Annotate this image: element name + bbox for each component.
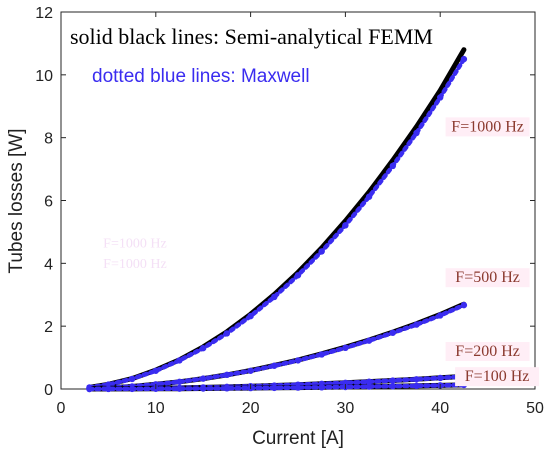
maxwell-point — [342, 344, 349, 352]
maxwell-point — [389, 383, 396, 390]
maxwell-point — [365, 378, 373, 385]
maxwell-point — [86, 385, 93, 393]
maxwell-point — [365, 383, 373, 390]
maxwell-point — [318, 248, 325, 255]
maxwell-point — [365, 193, 373, 200]
y-tick-label: 6 — [44, 194, 53, 211]
y-tick-label: 0 — [44, 382, 53, 399]
ghost-annotations: F=1000 Hz F=1000 Hz — [103, 237, 167, 272]
maxwell-point — [318, 384, 325, 391]
maxwell-point — [271, 384, 278, 392]
frequency-annotations: F=1000 Hz F=500 Hz F=200 Hz F=100 Hz — [445, 117, 540, 387]
y-tick-label: 10 — [35, 68, 53, 85]
maxwell-point — [247, 312, 254, 320]
maxwell-point — [437, 312, 444, 319]
series-f-500-hz — [86, 301, 468, 392]
maxwell-point — [460, 301, 468, 309]
maxwell-point — [176, 357, 183, 364]
maxwell-point — [460, 55, 468, 63]
maxwell-point — [223, 330, 231, 337]
maxwell-point — [271, 293, 278, 301]
x-tick-label: 20 — [242, 400, 260, 417]
maxwell-point — [342, 222, 349, 229]
maxwell-point — [294, 357, 302, 364]
maxwell-point — [389, 329, 396, 336]
y-tick-label: 4 — [44, 256, 53, 273]
maxwell-point — [271, 362, 278, 369]
x-tick-label: 0 — [57, 400, 66, 417]
maxwell-point — [294, 384, 302, 391]
annotation-background — [445, 342, 530, 362]
maxwell-point — [365, 337, 373, 344]
frequency-annotation: F=200 Hz — [455, 343, 520, 360]
axis-ticks: 0 10 20 30 40 50 0 2 4 6 8 10 12 — [35, 5, 544, 417]
x-tick-label: 10 — [147, 400, 165, 417]
frequency-annotation: F=1000 Hz — [451, 118, 524, 135]
maxwell-point — [389, 162, 396, 170]
annotation-background — [445, 268, 530, 288]
legend-entry-femm: solid black lines: Semi-analytical FEMM — [70, 24, 433, 49]
maxwell-point — [200, 385, 207, 392]
maxwell-point — [413, 376, 420, 383]
maxwell-point — [200, 375, 207, 382]
x-axis-label: Current [A] — [252, 428, 344, 449]
ghost-annotation: F=1000 Hz — [103, 237, 167, 252]
maxwell-point — [413, 321, 420, 328]
maxwell-point — [294, 272, 302, 279]
maxwell-point — [152, 367, 159, 374]
frequency-annotation: F=500 Hz — [455, 269, 520, 286]
y-tick-label: 2 — [44, 319, 53, 336]
maxwell-point — [318, 351, 325, 358]
y-tick-label: 8 — [44, 131, 53, 148]
maxwell-point — [247, 367, 254, 374]
x-tick-label: 40 — [431, 400, 449, 417]
ghost-annotation: F=1000 Hz — [103, 257, 167, 272]
maxwell-point — [413, 129, 420, 137]
maxwell-point — [176, 385, 183, 392]
legend-entry-maxwell: dotted blue lines: Maxwell — [92, 66, 310, 87]
maxwell-point — [105, 385, 112, 393]
y-axis-label: Tubes losses [W] — [6, 128, 27, 273]
maxwell-point — [437, 94, 444, 101]
maxwell-point — [128, 375, 136, 383]
annotation-background — [445, 117, 530, 137]
y-tick-label: 12 — [35, 5, 53, 22]
maxwell-point — [437, 374, 444, 382]
x-tick-label: 50 — [526, 400, 544, 417]
maxwell-point — [413, 382, 420, 390]
maxwell-point — [200, 344, 207, 352]
maxwell-point — [176, 378, 183, 385]
maxwell-point — [223, 371, 231, 379]
maxwell-point — [223, 385, 231, 392]
maxwell-point — [128, 385, 136, 393]
annotation-background — [455, 367, 540, 387]
frequency-annotation: F=100 Hz — [465, 368, 530, 385]
maxwell-point — [389, 377, 396, 384]
x-tick-label: 30 — [337, 400, 355, 417]
